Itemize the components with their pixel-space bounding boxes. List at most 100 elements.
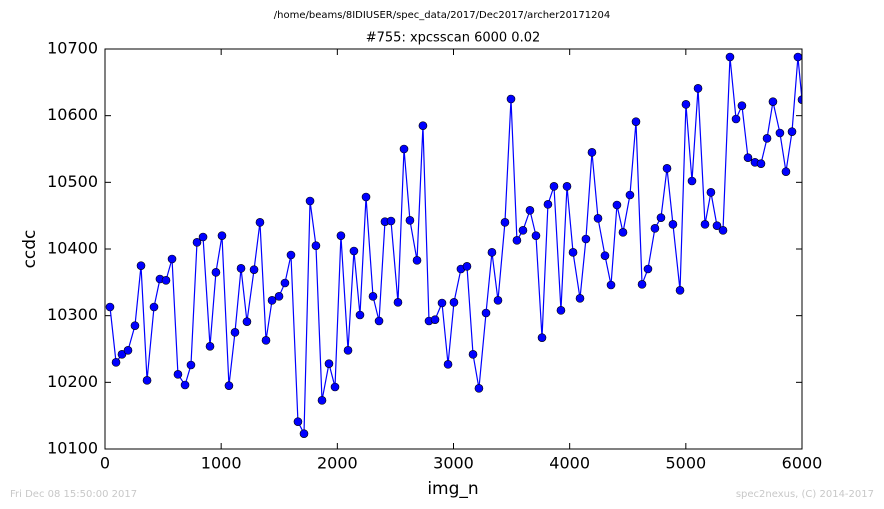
data-point [305,196,315,206]
data-point [255,218,265,227]
data-point [249,265,259,274]
data-point [142,376,152,385]
data-point [549,182,559,191]
data-line [109,56,802,434]
data-point [161,276,171,285]
data-point [430,315,440,324]
data-point [462,262,472,271]
data-point [731,114,741,124]
data-point [693,84,703,93]
x-tick-label: 1000 [201,454,242,473]
data-point [606,280,616,290]
data-point [242,317,252,326]
data-point [280,278,290,288]
data-point [637,280,647,289]
data-point [600,251,610,260]
data-point [781,167,791,176]
data-point [293,417,303,426]
data-point [374,316,384,326]
data-point [593,214,603,223]
chart-title: /home/beams/8IDIUSER/spec_data/2017/Dec2… [274,10,610,21]
data-point [768,97,778,106]
data-point [793,52,802,62]
plot-frame [104,48,803,450]
data-point [205,342,215,351]
data-point [192,238,202,247]
data-point [361,192,371,202]
footer-right: spec2nexus, (C) 2014-2017 [736,489,874,500]
data-point [531,231,541,240]
data-point [562,182,572,191]
data-point [631,117,641,126]
data-point [224,381,234,390]
data-point [393,298,403,307]
data-point [117,350,127,359]
x-axis-label: img_n [427,479,478,499]
footer-left: Fri Dec 08 15:50:00 2017 [10,489,137,500]
data-point [743,153,753,162]
data-point [556,306,566,315]
data-point [618,228,628,237]
data-point [149,302,159,312]
x-tick-label: 0 [100,454,110,473]
data-point [349,246,359,256]
data-point [343,346,353,355]
y-tick-label: 10200 [47,372,98,391]
data-point [317,396,327,405]
data-point [105,302,115,312]
data-point [324,359,334,368]
data-point [211,268,221,277]
data-point [787,127,797,136]
y-tick-label: 10500 [47,172,98,191]
x-tick-label: 4000 [549,454,590,473]
data-point [399,144,409,154]
data-point [512,236,522,245]
data-point [525,206,535,215]
data-point [700,220,710,229]
data-point [449,298,459,307]
data-point [443,360,453,369]
data-point [167,254,177,264]
data-point [797,95,802,104]
data-point [299,429,309,438]
data-point [718,226,728,235]
chart-subtitle: #755: xpcsscan 6000 0.02 [366,31,541,46]
data-point [737,101,747,110]
data-point [650,224,660,233]
data-point [775,128,785,138]
y-tick-label: 10600 [47,105,98,124]
data-point [173,370,183,379]
data-point [662,164,672,173]
data-point [261,336,271,345]
data-point [587,148,597,157]
data-point [111,358,121,367]
data-point [625,190,635,200]
data-point [412,256,422,265]
data-point [543,200,553,209]
data-point [186,360,196,370]
data-point [286,250,296,260]
data-point [537,333,547,342]
data-point [756,159,766,168]
data-point [712,221,722,230]
data-point [681,100,691,109]
data-point [136,261,146,270]
data-point [575,294,585,303]
data-point [568,248,578,257]
data-point [581,234,591,244]
y-tick-label: 10700 [47,39,98,58]
data-point [274,292,284,301]
data-point [481,308,491,318]
data-point [518,226,528,235]
data-point [130,321,140,330]
data-point [217,231,227,240]
data-point [355,310,365,320]
data-point [762,134,772,143]
data-point [230,328,240,337]
data-point [198,232,208,242]
data-point [656,213,666,222]
data-point [468,350,478,359]
data-point [418,121,428,130]
data-point [668,220,678,229]
